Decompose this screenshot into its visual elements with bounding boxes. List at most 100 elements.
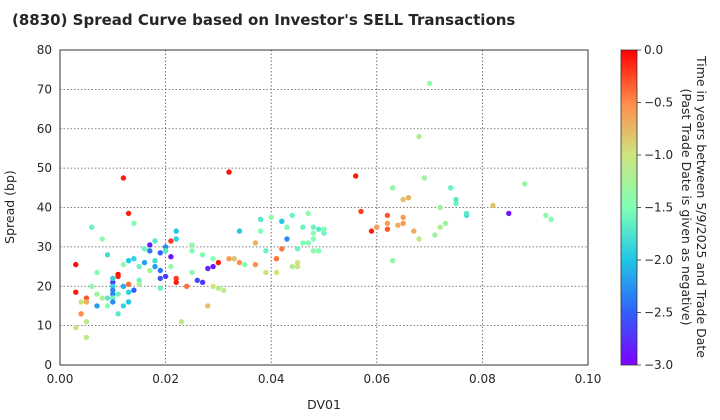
data-point	[136, 281, 142, 287]
data-point	[110, 295, 116, 301]
y-tick-label: 80	[37, 43, 52, 57]
data-point	[310, 230, 317, 236]
data-point	[78, 311, 84, 317]
data-point	[421, 175, 427, 181]
data-point	[173, 275, 179, 282]
plot-frame	[59, 49, 589, 366]
data-point	[131, 220, 137, 226]
y-axis-label: Spread (bp)	[2, 170, 17, 244]
colorbar-tick-label: −1.0	[644, 148, 673, 162]
data-point	[99, 236, 105, 242]
data-point	[78, 299, 84, 305]
data-point	[205, 265, 211, 272]
data-point	[157, 285, 163, 291]
x-tick-label: 0.00	[47, 372, 74, 386]
data-point	[279, 246, 285, 252]
colorbar-tick-label: −0.5	[644, 96, 673, 110]
data-point	[310, 236, 317, 242]
data-point	[189, 242, 195, 248]
x-tick-label: 0.02	[152, 372, 179, 386]
data-point	[463, 210, 470, 217]
data-point	[453, 196, 459, 203]
data-point	[99, 295, 105, 301]
data-point	[168, 263, 174, 270]
data-point	[310, 224, 317, 230]
x-tick-label: 0.08	[469, 372, 496, 386]
data-point	[199, 252, 206, 258]
y-tick-label: 30	[37, 240, 52, 254]
colorbar-tick-label: −3.0	[644, 358, 673, 372]
data-point	[263, 269, 269, 276]
data-point	[437, 224, 443, 230]
data-point	[173, 236, 179, 242]
data-point	[215, 259, 222, 266]
data-point	[125, 289, 132, 295]
data-point	[120, 283, 127, 289]
data-point	[268, 214, 274, 220]
colorbar-tick-label: −1.5	[644, 201, 673, 215]
data-point	[83, 295, 90, 301]
data-point	[178, 319, 185, 325]
y-tick-label: 0	[44, 358, 52, 372]
data-point	[437, 204, 443, 211]
data-point	[157, 275, 163, 282]
data-point	[94, 269, 100, 276]
data-point	[141, 246, 148, 252]
colorbar-label-line1: Time in years between 5/9/2025 and Trade…	[694, 55, 709, 358]
data-point	[400, 196, 406, 203]
x-tick-labels: 0.00 0.02 0.04 0.06 0.08 0.10	[47, 372, 602, 386]
data-point	[141, 259, 148, 266]
data-point	[115, 273, 121, 280]
colorbar-label-line2: (Past Trade Date is given as negative)	[679, 89, 694, 326]
data-point	[358, 208, 364, 215]
colorbar-tick-label: 0.0	[644, 43, 663, 57]
data-point	[506, 210, 512, 217]
data-point	[400, 214, 406, 220]
data-point	[152, 263, 158, 270]
data-point	[305, 240, 311, 246]
data-point	[173, 228, 179, 234]
data-point	[226, 256, 232, 262]
data-point	[104, 252, 111, 258]
data-point	[294, 263, 301, 270]
data-point	[89, 224, 95, 230]
data-point	[94, 291, 100, 297]
data-point	[73, 289, 79, 295]
data-point	[162, 248, 169, 254]
data-point	[210, 283, 216, 289]
data-point	[231, 256, 237, 262]
data-point	[368, 228, 375, 234]
data-point	[405, 195, 412, 201]
data-point	[173, 279, 179, 285]
data-point	[120, 303, 127, 309]
y-tick-labels: 0 10 20 30 40 50 60 70 80	[37, 43, 52, 372]
data-point	[110, 287, 116, 293]
data-point	[157, 267, 163, 274]
data-point	[321, 226, 327, 232]
data-point	[125, 299, 132, 305]
colorbar-tick-label: −2.0	[644, 253, 673, 267]
y-tick-label: 40	[37, 201, 52, 215]
data-point	[236, 259, 243, 266]
data-point	[131, 287, 137, 293]
data-point	[321, 230, 327, 236]
data-point	[125, 258, 132, 264]
data-point	[115, 311, 121, 317]
x-tick-label: 0.06	[363, 372, 390, 386]
data-point	[136, 263, 142, 270]
data-point	[310, 248, 317, 254]
data-point	[432, 232, 438, 238]
data-point	[83, 334, 90, 341]
data-point	[400, 220, 406, 226]
data-point	[189, 269, 195, 276]
data-point	[152, 238, 158, 244]
x-tick-label: 0.10	[575, 372, 602, 386]
grid-lines	[60, 50, 588, 365]
data-point	[416, 133, 422, 140]
data-point	[279, 218, 285, 224]
scatter-points	[73, 80, 554, 341]
data-point	[316, 248, 322, 254]
data-point	[147, 242, 153, 248]
data-point	[205, 303, 211, 309]
